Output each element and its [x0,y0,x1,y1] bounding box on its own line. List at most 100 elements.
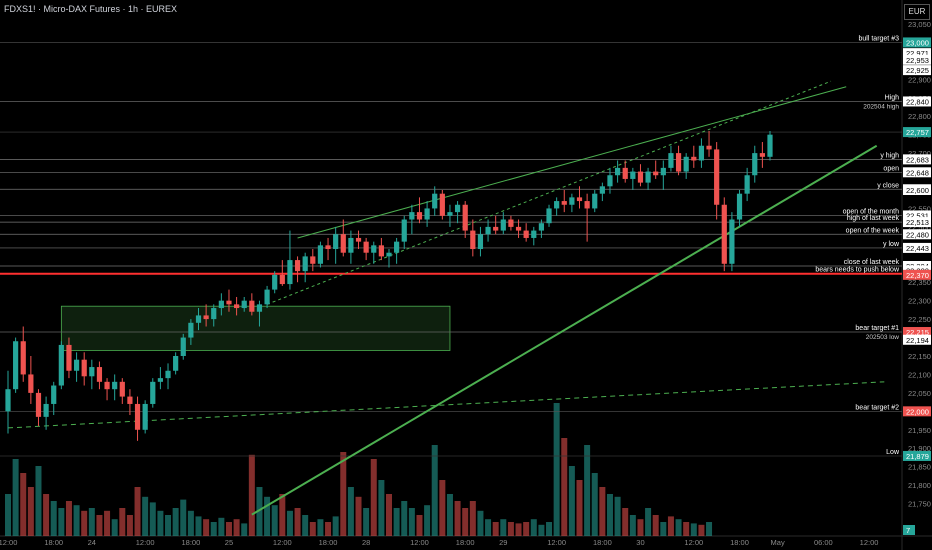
volume-bar [530,519,537,536]
candle-body [576,197,583,202]
volume-bar [65,501,72,536]
chart-title: FDXS1! · Micro-DAX Futures · 1h · EUREX [4,4,178,14]
y-tick-label: 22,700 [908,149,931,158]
volume-bar [187,510,194,536]
volume-bar [5,494,11,536]
candle-body [592,193,598,209]
volume-bar [507,522,514,536]
volume-bar [538,524,545,536]
level-badge-text: 22,513 [906,218,929,227]
volume-bar [431,445,438,536]
volume-bar [96,515,103,536]
price-badge-text: 22,925 [906,66,929,75]
level-badge-text: 22,683 [906,155,929,164]
volume-bar [355,496,362,536]
currency-button[interactable]: EUR [904,4,930,20]
volume-badge [903,525,915,535]
candle-body [691,156,697,161]
volume-bar [599,487,606,536]
candle-body [355,237,362,242]
volume-bar [248,454,255,536]
price-badge [903,334,931,345]
y-tick-label: 21,900 [908,444,931,453]
level-badge [903,37,931,48]
volume-bar [43,494,50,536]
y-tick-label: 22,150 [908,352,931,361]
level-lines-layer [0,42,902,457]
y-tick-label: 21,800 [908,481,931,490]
candle-body [325,245,331,250]
volume-bar [119,508,126,536]
volume-bar [233,519,240,536]
candle-body [249,300,255,312]
candle-body [630,171,636,179]
candle-body [264,289,270,305]
y-tick-label: 22,900 [908,75,931,84]
volume-bar [27,487,34,536]
level-label: y close [877,182,899,189]
level-badge-text: 22,531 [906,211,929,220]
candle-body [569,197,575,205]
volume-bar [408,508,415,536]
level-badge [903,217,931,228]
volume-bar [126,515,133,536]
support-zone [60,305,451,351]
level-badge [903,327,931,338]
price-badge-text: 22,953 [906,56,929,65]
candle-body [226,300,232,305]
level-badge [903,450,931,461]
trendline-layer [7,80,885,516]
volume-bar [660,522,667,536]
volume-bar [576,480,583,536]
candle-body [35,392,42,417]
volume-bar [622,508,629,536]
x-tick-label: 12:00 [136,538,155,547]
price-badge [903,269,931,280]
candle-body [340,234,346,253]
candle-body [188,322,194,338]
candle-body [317,245,324,264]
level-label: y high [880,152,899,159]
candles-layer [5,130,773,441]
price-badge [903,48,931,59]
level-badge [903,229,931,240]
volume-bar [225,522,232,536]
candle-body [58,344,64,386]
volume-bar [606,494,613,536]
candle-body [493,226,499,231]
x-tick-label: 18:00 [319,538,338,547]
x-tick-label: 12:00 [547,538,566,547]
x-tick-label: 29 [499,538,507,547]
candle-body [500,219,506,231]
level-label: open [883,165,899,172]
volume-bar [264,496,271,536]
candle-body [5,389,11,412]
x-tick-label: 06:00 [814,538,833,547]
candle-body [348,237,354,253]
volume-bar [645,508,652,536]
price-axis[interactable]: 23,05023,00022,95022,90022,85022,80022,7… [903,20,931,535]
candle-body [439,193,445,216]
x-tick-label: May [771,538,785,547]
x-tick-label: 18:00 [181,538,200,547]
level-badge [903,210,931,221]
volume-bar [50,501,57,536]
candle-body [523,230,529,238]
volume-bar [393,508,400,536]
volume-bar [180,499,187,536]
candle-body [119,381,125,397]
volume-bar [302,515,309,536]
candle-body [736,193,743,220]
level-badge-text: 22,443 [906,244,929,253]
candle-body [43,403,49,417]
volume-bar [706,522,713,536]
level-label: y low [883,241,900,248]
volume-bar [157,510,164,536]
volume-bar [683,522,690,536]
candle-body [134,403,141,430]
time-axis[interactable]: 12:00 18:00 24 12:00 18:00 25 12:00 18:00 28 12:0… [0,538,878,547]
candle-body [195,315,202,323]
trendline [251,144,878,516]
candle-body [622,167,628,179]
